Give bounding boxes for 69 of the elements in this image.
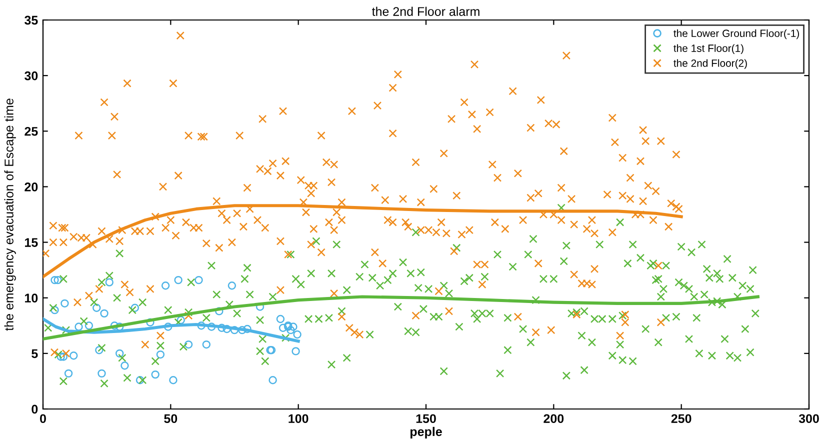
point <box>105 278 114 286</box>
point <box>238 326 246 334</box>
point <box>92 304 101 312</box>
point <box>84 322 94 330</box>
point <box>146 318 154 326</box>
y-tick-label: 35 <box>24 16 38 25</box>
y-axis-title: the emergency evacuation of Escape time <box>4 98 16 331</box>
line-series <box>43 317 300 343</box>
point <box>230 326 239 334</box>
chart-title: the 2nd Floor alarm <box>372 6 480 16</box>
point <box>116 349 124 358</box>
legend-label: the Lower Ground Floor(-1) <box>674 29 799 40</box>
point <box>136 376 144 384</box>
point <box>176 316 185 324</box>
point <box>293 330 302 339</box>
point <box>156 350 165 359</box>
point <box>197 322 206 330</box>
point <box>50 306 59 314</box>
point <box>169 376 178 384</box>
x-tick-label: 250 <box>671 414 692 424</box>
legend-label: the 2nd Floor(2) <box>674 59 747 69</box>
y-tick-label: 30 <box>24 71 38 80</box>
point <box>110 322 119 330</box>
point <box>286 326 295 334</box>
point <box>215 307 224 316</box>
point <box>207 322 216 331</box>
point <box>54 276 62 284</box>
y-tick-label: 25 <box>24 126 38 136</box>
point <box>95 346 104 354</box>
x-tick-label: 200 <box>544 414 564 424</box>
y-tick-label: 10 <box>25 294 38 303</box>
point <box>59 352 68 361</box>
point <box>222 324 231 334</box>
point <box>120 362 129 370</box>
point <box>70 352 78 360</box>
point <box>161 282 170 290</box>
point <box>243 324 252 334</box>
point <box>289 322 298 331</box>
y-tick-label: 15 <box>25 238 38 247</box>
point <box>268 376 277 384</box>
point <box>56 352 65 361</box>
point <box>50 276 59 284</box>
point <box>74 322 83 331</box>
x-tick-label: 150 <box>416 414 436 424</box>
point <box>98 369 106 378</box>
point <box>292 347 300 356</box>
y-tick-label: 5 <box>32 349 38 358</box>
y-tick-label: 0 <box>32 404 38 414</box>
point <box>100 309 108 318</box>
point <box>60 299 69 308</box>
point <box>228 282 236 290</box>
x-tick-label: 0 <box>40 414 46 424</box>
point <box>202 340 211 349</box>
legend-label: the 1st Floor(1) <box>674 44 744 54</box>
x-axis-title: peple <box>410 426 442 439</box>
x-tick-label: 300 <box>798 414 819 424</box>
point <box>151 370 160 379</box>
y-tick-label: 20 <box>24 182 38 192</box>
point <box>194 276 203 284</box>
point <box>218 324 226 332</box>
point <box>64 369 73 378</box>
point <box>130 304 140 312</box>
point <box>278 324 288 332</box>
point <box>276 314 285 324</box>
x-tick-label: 100 <box>288 414 308 424</box>
x-tick-label: 50 <box>164 414 178 424</box>
point <box>164 322 172 331</box>
point <box>174 276 182 284</box>
point <box>184 340 193 349</box>
